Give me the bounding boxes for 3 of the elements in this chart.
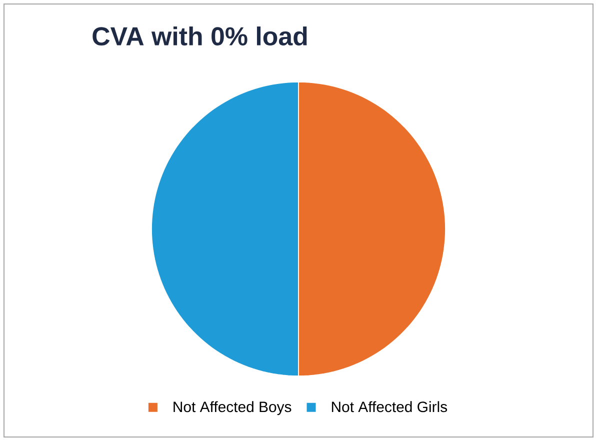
legend-label: Not Affected Girls [332,401,448,412]
chart-title: CVA with 0% load [92,26,307,46]
legend-label: Not Affected Boys [174,401,292,416]
